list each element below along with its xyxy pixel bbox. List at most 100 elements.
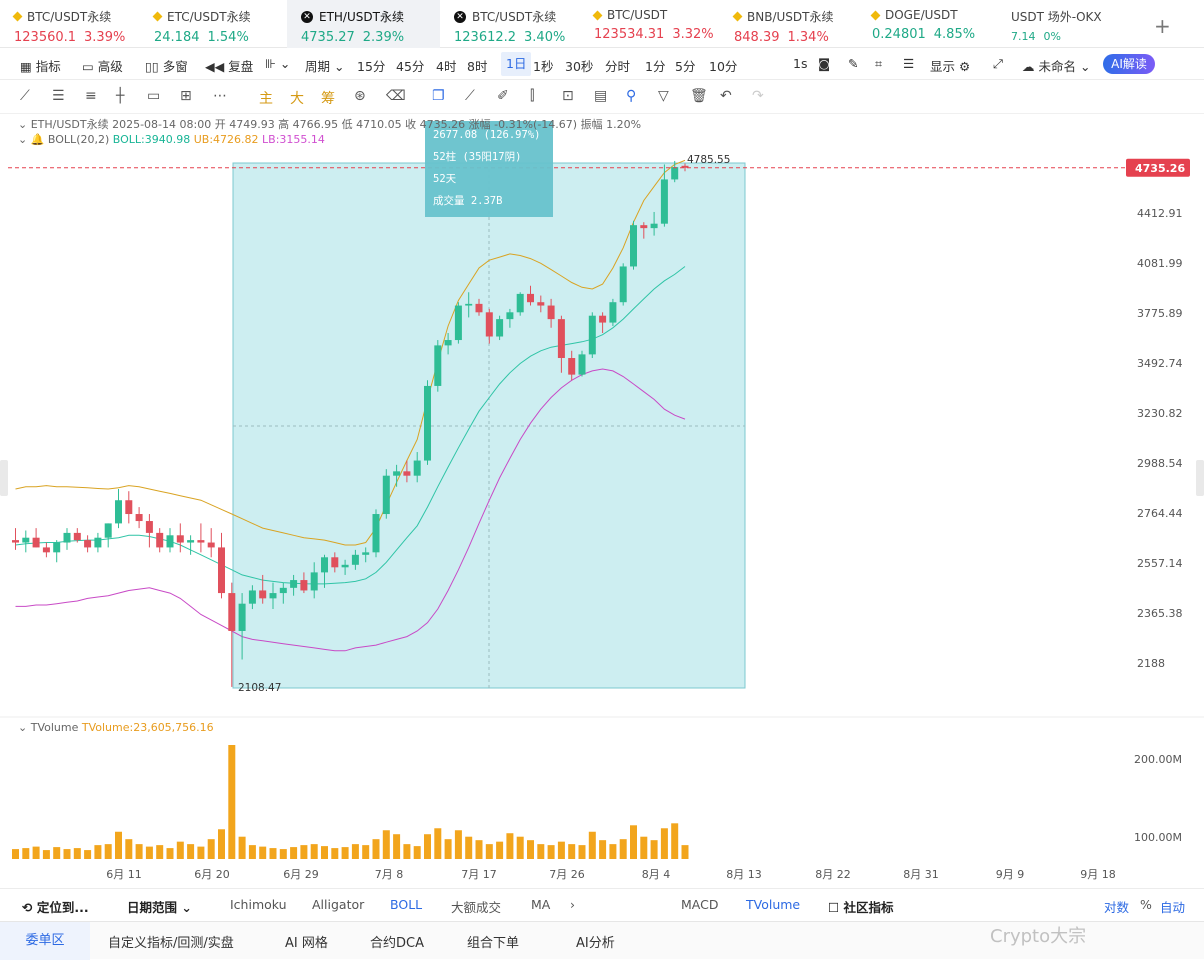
price-chart[interactable]: 4412.91 4081.99 3775.89 3492.74 3230.82 2988.…: [0, 0, 1204, 888]
boll-tab[interactable]: BOLL: [390, 897, 423, 912]
ma-tab[interactable]: MA: [531, 897, 551, 912]
tab-symbol: BTC/USDT永续: [27, 10, 112, 24]
multi-window-button[interactable]: ▯▯ 多窗: [145, 59, 188, 74]
volume-bar: [145, 846, 153, 859]
interval-7[interactable]: 分时: [605, 59, 631, 74]
candle-body: [537, 302, 545, 306]
ai-interpret-button[interactable]: AI解读: [1103, 54, 1155, 74]
horizontal-lines-icon[interactable]: ≡: [85, 88, 97, 104]
camera-icon[interactable]: ◙: [818, 56, 831, 71]
one-second-button[interactable]: 1s: [793, 56, 808, 71]
eraser-icon[interactable]: ⌫: [386, 88, 406, 104]
magnet-icon[interactable]: ⊛: [354, 88, 366, 104]
undo-icon[interactable]: ↶: [720, 88, 732, 104]
symbol-tab[interactable]: BTC/USDT 123534.31 3.32%: [580, 0, 718, 48]
big-volume-tab[interactable]: 大额成交: [451, 900, 502, 915]
volume-bar: [53, 847, 61, 859]
interval-4[interactable]: 1日: [501, 52, 532, 76]
interval-5[interactable]: 1秒: [533, 59, 554, 74]
symbol-tab[interactable]: DOGE/USDT 0.24801 4.85%: [858, 0, 995, 48]
collapse-icon[interactable]: ⌄: [18, 133, 28, 146]
grid-icon[interactable]: ⊞: [180, 88, 192, 104]
link-icon[interactable]: ⚲: [626, 88, 637, 104]
bell-icon[interactable]: 🔔: [30, 133, 45, 146]
tab-change: 2.39%: [362, 30, 405, 45]
x-icon: ✕: [454, 10, 466, 23]
copy-icon[interactable]: ❐: [432, 88, 445, 104]
expand-icon[interactable]: ⤢: [993, 56, 1004, 71]
note-icon[interactable]: ▤: [594, 88, 608, 104]
contract-dca-tab[interactable]: 合约DCA: [370, 936, 424, 951]
macd-tab[interactable]: MACD: [681, 897, 719, 912]
date-range-button[interactable]: 日期范围 ⌄: [127, 900, 192, 915]
community-indicator-button[interactable]: ☐ 社区指标: [828, 900, 894, 915]
interval-2[interactable]: 4时: [436, 59, 457, 74]
interval-0[interactable]: 15分: [357, 59, 386, 74]
tab-price-line: 123534.31 3.32%: [594, 27, 718, 42]
display-button[interactable]: 显示 ⚙: [930, 59, 971, 74]
symbol-tab[interactable]: ✕ BTC/USDT永续 123612.2 3.40%: [440, 0, 578, 48]
chips-button[interactable]: 筹: [321, 91, 335, 107]
fullscreen-exit-icon[interactable]: ⌗: [875, 56, 883, 71]
log-scale-button[interactable]: 对数: [1104, 900, 1130, 915]
parallel-lines-icon[interactable]: ☰: [52, 88, 65, 104]
big-chip-button[interactable]: 大: [290, 91, 304, 107]
symbol-tab[interactable]: BTC/USDT永续 123560.1 3.39%: [0, 0, 138, 48]
interval-3[interactable]: 8时: [467, 59, 488, 74]
symbol-tab[interactable]: ETC/USDT永续 24.184 1.54%: [140, 0, 285, 48]
trend-line-icon[interactable]: ⟋: [20, 88, 30, 104]
candle-body: [362, 552, 370, 555]
settings-list-icon[interactable]: ☰: [903, 56, 915, 71]
collapse-icon[interactable]: ⌄: [18, 118, 28, 131]
interval-9[interactable]: 5分: [675, 59, 696, 74]
tvolume-tab[interactable]: TVolume: [746, 897, 801, 912]
custom-indicator-tab[interactable]: 自定义指标/回测/实盘: [108, 936, 234, 951]
locate-button[interactable]: ⟲ 定位到...: [22, 900, 89, 915]
filter-icon[interactable]: ▽: [658, 88, 669, 104]
chevron-right-icon[interactable]: ›: [570, 897, 575, 912]
alligator-tab[interactable]: Alligator: [312, 897, 365, 912]
percent-scale-button[interactable]: %: [1140, 897, 1152, 912]
tab-change: 4.85%: [933, 27, 976, 42]
brush-icon[interactable]: ✐: [497, 88, 509, 104]
order-tab[interactable]: 委单区: [0, 922, 90, 960]
rectangle-icon[interactable]: ▭: [147, 88, 161, 104]
main-chip-button[interactable]: 主: [259, 91, 273, 107]
redo-icon[interactable]: ↷: [752, 88, 764, 104]
replay-button[interactable]: ◀◀ 复盘: [205, 59, 254, 74]
interval-10[interactable]: 10分: [709, 59, 738, 74]
add-tab-icon[interactable]: +: [1154, 14, 1171, 38]
period-button[interactable]: 周期 ⌄: [305, 59, 345, 74]
symbol-tab[interactable]: BNB/USDT永续 848.39 1.34%: [720, 0, 856, 48]
indicator-label: 指标: [35, 59, 61, 74]
indicator-button[interactable]: ▦ 指标: [20, 59, 61, 74]
cloud-layout-button[interactable]: ☁ 未命名 ⌄: [1022, 59, 1091, 74]
advanced-button[interactable]: ▭ 高级: [82, 59, 123, 74]
interval-1[interactable]: 45分: [396, 59, 425, 74]
candles-icon[interactable]: ⫿: [530, 88, 535, 104]
candle-body: [218, 547, 225, 594]
combo-order-tab[interactable]: 组合下单: [467, 936, 520, 951]
tab-title: BTC/USDT: [592, 8, 718, 22]
more-icon[interactable]: ⋯: [213, 88, 227, 104]
volume-bar: [475, 840, 483, 859]
auto-scale-button[interactable]: 自动: [1160, 900, 1186, 915]
interval-6[interactable]: 30秒: [565, 59, 594, 74]
pencil-icon[interactable]: ✎: [848, 56, 859, 71]
ai-grid-tab[interactable]: AI 网格: [285, 936, 328, 951]
volume-bar: [588, 831, 596, 859]
interval-8[interactable]: 1分: [645, 59, 666, 74]
chart-type-button[interactable]: ⊪ ⌄: [265, 56, 291, 71]
candle-body: [599, 315, 607, 323]
lock-icon[interactable]: ⊡: [562, 88, 574, 104]
ai-analysis-tab[interactable]: AI分析: [576, 936, 615, 951]
trash-icon[interactable]: 🗑: [690, 88, 708, 104]
ichimoku-tab[interactable]: Ichimoku: [230, 897, 287, 912]
collapse-icon[interactable]: ⌄: [18, 721, 28, 734]
symbol-tab[interactable]: ✕ ETH/USDT永续 4735.27 2.39%: [287, 0, 440, 48]
symbol-tab[interactable]: USDT 场外-OKX 7.14 0%: [997, 0, 1137, 48]
horizontal-ray-icon[interactable]: ┼: [116, 88, 125, 104]
volume-bar: [671, 823, 679, 859]
period-label: 周期: [305, 59, 331, 74]
ruler-icon[interactable]: ⟋: [465, 88, 475, 104]
